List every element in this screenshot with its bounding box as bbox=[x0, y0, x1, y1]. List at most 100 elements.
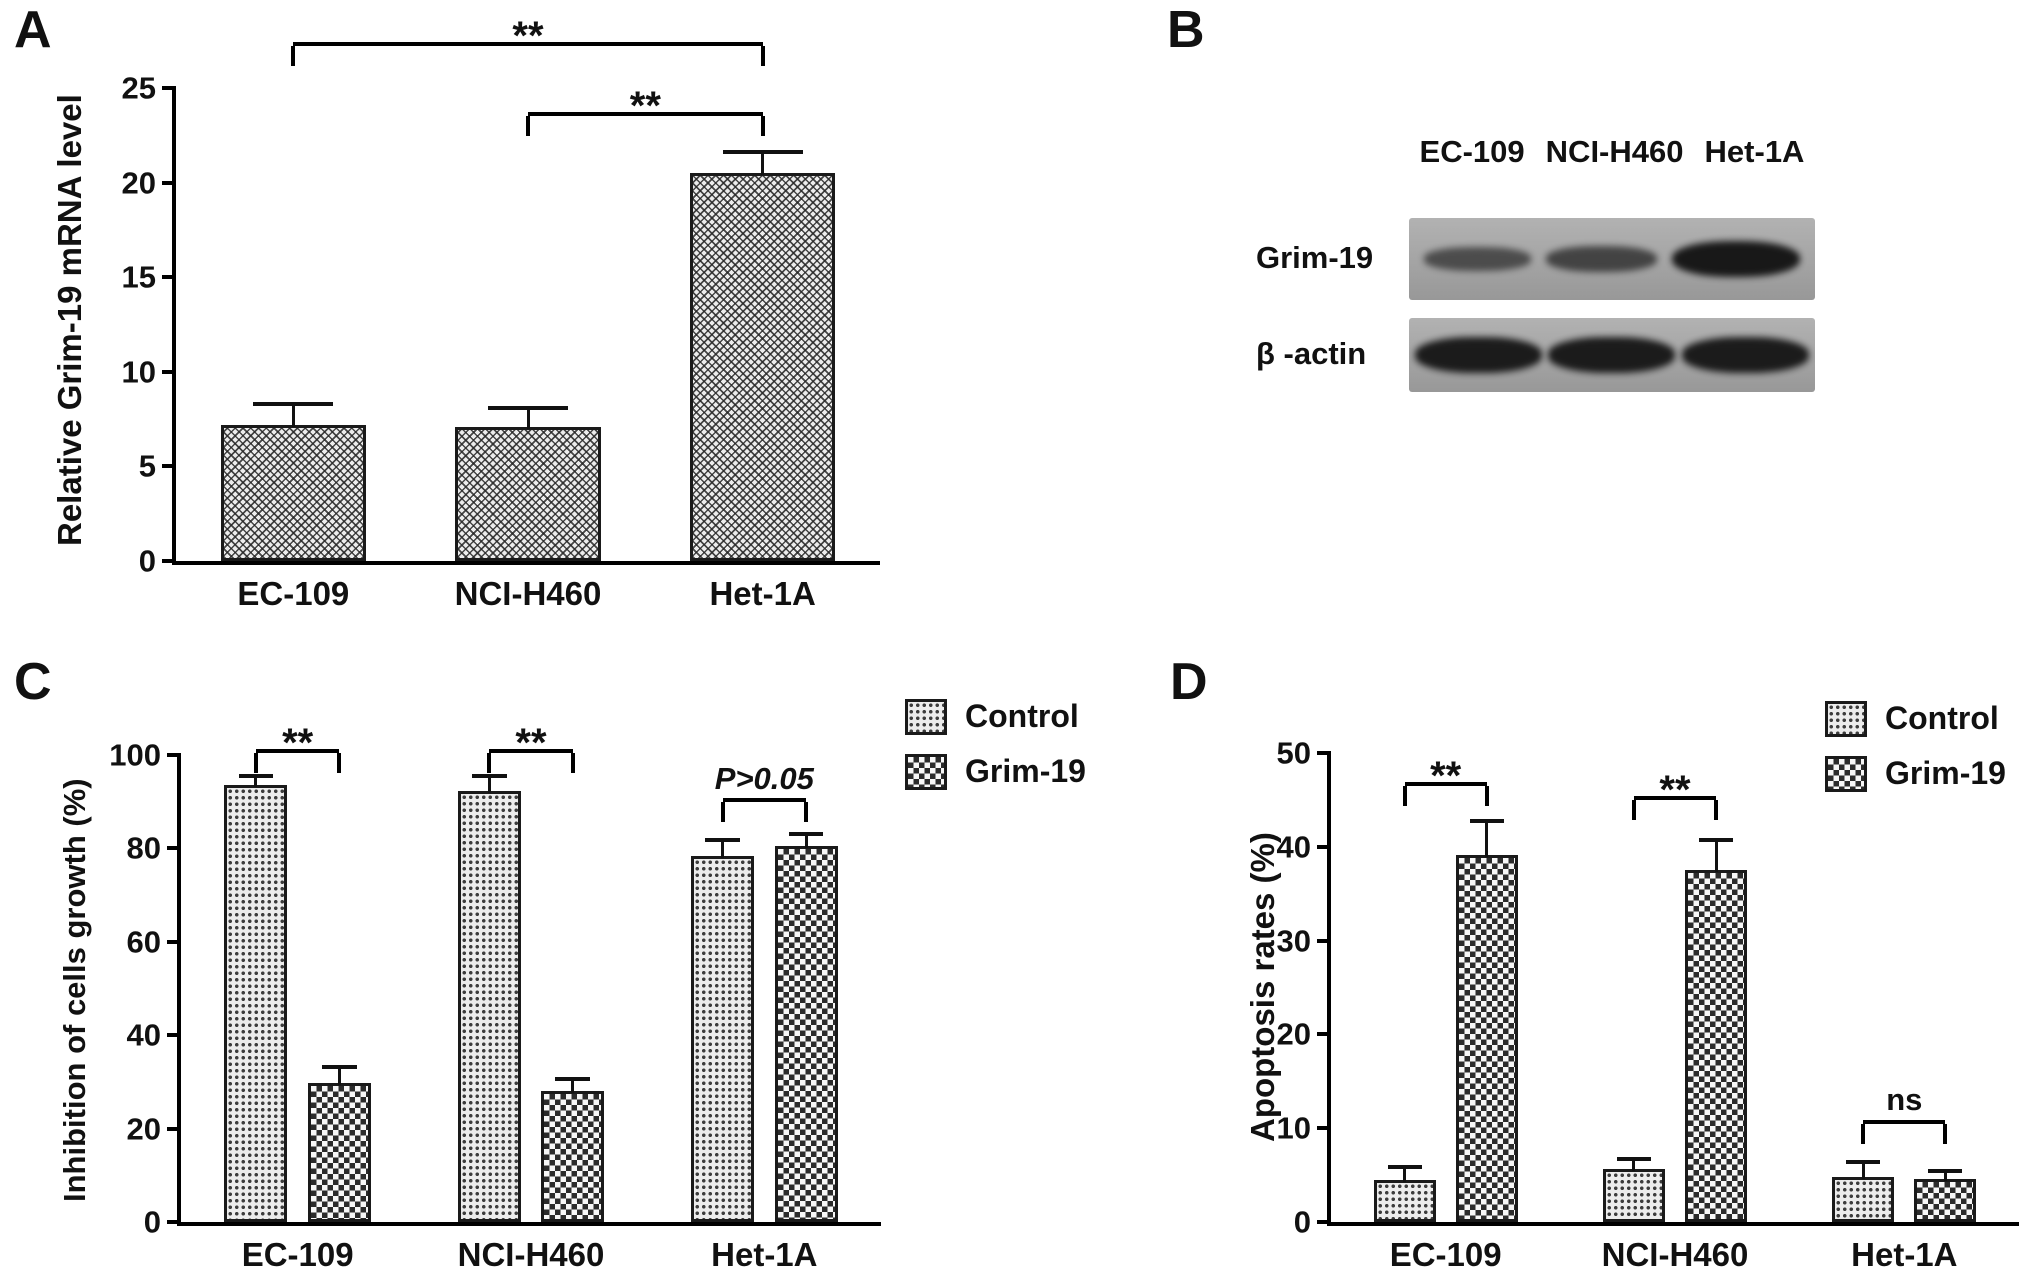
panel-c-y-axis-title: Inhibition of cells growth (%) bbox=[57, 778, 92, 1202]
error-bar bbox=[721, 841, 725, 858]
y-tick-mark bbox=[162, 275, 176, 280]
bar-nci-h460-control bbox=[457, 790, 521, 1222]
bar-nci-h460-control bbox=[1602, 1169, 1665, 1222]
y-tick-mark bbox=[167, 1033, 181, 1038]
blot-col-label-ec109: EC-109 bbox=[1419, 134, 1525, 169]
y-tick-label: 10 bbox=[1276, 1110, 1311, 1146]
grim19-pattern-swatch-icon bbox=[905, 753, 947, 790]
bar-nci-h460 bbox=[455, 426, 601, 561]
y-tick-label: 80 bbox=[126, 830, 161, 866]
error-bar-cap bbox=[487, 405, 568, 410]
error-bar-cap bbox=[1699, 838, 1734, 843]
significance-bracket-tick bbox=[760, 46, 765, 67]
y-tick-label: 100 bbox=[109, 737, 161, 773]
error-bar bbox=[337, 1068, 341, 1085]
panel-d-chart: 0 10 20 30 40 50 EC-109 NCI-H460 Het-1A ** ** ns bbox=[1277, 738, 2019, 1273]
error-bar-cap bbox=[1387, 1165, 1422, 1170]
x-category-label: NCI-H460 bbox=[1601, 1236, 1749, 1273]
panel-a-letter: A bbox=[14, 1, 52, 59]
y-tick-mark bbox=[167, 753, 181, 757]
significance-bracket-tick bbox=[720, 801, 725, 822]
legend-label-grim19: Grim-19 bbox=[965, 753, 1086, 789]
blot-band bbox=[1671, 240, 1801, 278]
panel-b-letter: B bbox=[1167, 1, 1205, 59]
significance-bracket-tick bbox=[1714, 799, 1719, 820]
y-tick-mark bbox=[167, 939, 181, 944]
significance-label: P>0.05 bbox=[714, 760, 814, 796]
panel-d-y-axis-title: Apoptosis rates (%) bbox=[1244, 832, 1281, 1143]
legend-label-control: Control bbox=[965, 698, 1079, 734]
y-tick-label: 0 bbox=[1293, 1204, 1311, 1240]
panel-a: A Relative Grim-19 mRNA level 0 5 10 15 20 25… bbox=[0, 0, 1150, 620]
y-tick-mark bbox=[1317, 844, 1331, 849]
blot-band bbox=[1423, 247, 1532, 271]
error-bar-cap bbox=[1846, 1159, 1881, 1164]
bar-het-1a bbox=[689, 173, 836, 561]
significance-label: ** bbox=[512, 14, 544, 59]
significance-bracket bbox=[1404, 781, 1487, 786]
blot-band bbox=[1546, 246, 1658, 272]
significance-bracket-tick bbox=[487, 752, 492, 773]
panel-b: B EC-109 NCI-H460 Het-1A Grim-19 β -acti… bbox=[1150, 0, 2031, 620]
error-bar bbox=[1861, 1163, 1865, 1179]
blot-band bbox=[1415, 336, 1543, 374]
y-tick-mark bbox=[167, 1126, 181, 1131]
bar-ec-109-control bbox=[224, 785, 288, 1222]
legend-label-grim19: Grim-19 bbox=[1885, 755, 2006, 791]
blot-row-label-grim19: Grim-19 bbox=[1256, 240, 1374, 275]
error-bar bbox=[1943, 1173, 1947, 1181]
x-category-label: EC-109 bbox=[1389, 1236, 1502, 1273]
y-tick-label: 40 bbox=[1276, 829, 1311, 865]
significance-bracket bbox=[722, 797, 807, 802]
y-tick-label: 20 bbox=[121, 165, 156, 201]
y-tick-label: 15 bbox=[121, 259, 156, 295]
y-tick-mark bbox=[1317, 938, 1331, 943]
panel-d-legend: Control Grim-19 bbox=[1825, 700, 2006, 792]
y-tick-label: 60 bbox=[126, 924, 161, 960]
panel-d: D Apoptosis rates (%) 0 10 20 30 40 50 EC-109 N… bbox=[1150, 620, 2031, 1273]
error-bar bbox=[1632, 1161, 1636, 1172]
y-tick-label: 20 bbox=[1276, 1016, 1311, 1052]
significance-label: ** bbox=[1430, 753, 1462, 798]
error-bar bbox=[804, 836, 808, 848]
control-pattern-swatch-icon bbox=[905, 698, 947, 735]
bar-nci-h460-grim-19 bbox=[541, 1090, 605, 1222]
error-bar-cap bbox=[1928, 1169, 1963, 1174]
significance-bracket bbox=[528, 112, 763, 117]
significance-bracket-tick bbox=[337, 752, 342, 773]
significance-bracket bbox=[489, 748, 573, 753]
grim19-pattern-swatch-icon bbox=[1825, 755, 1867, 792]
significance-bracket-tick bbox=[253, 752, 258, 773]
significance-label: ** bbox=[1659, 767, 1691, 812]
grim19-blot-image bbox=[1409, 218, 1815, 300]
x-category-label: EC-109 bbox=[241, 1236, 354, 1273]
significance-bracket bbox=[1633, 795, 1717, 800]
error-bar-cap bbox=[555, 1077, 591, 1082]
y-tick-mark bbox=[167, 1220, 181, 1224]
panel-c-chart: 0 20 40 60 80 100 EC-109 NCI-H460 Het-1A ** ** P>0.… bbox=[109, 721, 881, 1273]
panel-a-chart: 0 5 10 15 20 25 EC-109 NCI-H460 Het-1A ** ** bbox=[122, 14, 880, 612]
significance-label: ** bbox=[629, 84, 661, 129]
panel-c-legend: Control Grim-19 bbox=[905, 698, 1086, 790]
y-tick-label: 30 bbox=[1276, 923, 1311, 959]
panel-c: C Inhibition of cells growth (%) 0 20 40 60… bbox=[0, 620, 1150, 1273]
error-bar-cap bbox=[471, 774, 507, 779]
bar-het-1a-grim-19 bbox=[774, 845, 838, 1222]
significance-bracket-tick bbox=[1943, 1123, 1948, 1144]
blot-cell-line-labels: EC-109 NCI-H460 Het-1A bbox=[1409, 134, 1815, 170]
significance-bracket-tick bbox=[760, 116, 765, 137]
y-tick-mark bbox=[1317, 751, 1331, 755]
error-bar bbox=[254, 778, 258, 788]
bar-het-1a-grim-19 bbox=[1914, 1178, 1977, 1222]
error-bar-cap bbox=[722, 150, 803, 155]
blot-col-label-het1a: Het-1A bbox=[1704, 134, 1805, 169]
y-tick-label: 0 bbox=[138, 543, 156, 579]
error-bar bbox=[571, 1081, 575, 1093]
y-tick-label: 5 bbox=[138, 448, 156, 484]
error-bar-cap bbox=[238, 774, 274, 779]
y-tick-label: 20 bbox=[126, 1111, 161, 1147]
error-bar bbox=[526, 409, 530, 429]
error-bar bbox=[1485, 823, 1489, 858]
significance-label: ** bbox=[515, 720, 547, 765]
legend-item-grim19: Grim-19 bbox=[1825, 755, 2006, 792]
